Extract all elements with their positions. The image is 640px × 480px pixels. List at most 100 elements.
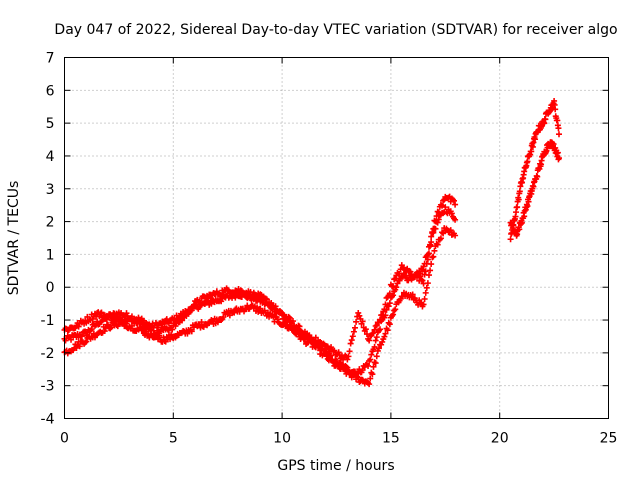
- data-point: [534, 173, 541, 180]
- data-point: [188, 307, 195, 314]
- data-point: [190, 303, 197, 310]
- y-tick-label: -2: [41, 346, 55, 362]
- data-point: [312, 334, 319, 341]
- data-point: [528, 148, 535, 155]
- data-point: [452, 232, 459, 239]
- data-point: [510, 222, 517, 229]
- data-point: [329, 357, 336, 364]
- data-point: [452, 216, 459, 223]
- data-point: [98, 309, 105, 316]
- y-tick-label: 7: [46, 51, 55, 67]
- data-point: [350, 328, 357, 335]
- data-point: [396, 270, 403, 277]
- data-point: [431, 217, 438, 224]
- data-point: [422, 268, 429, 275]
- data-point: [379, 311, 386, 318]
- data-point: [542, 116, 549, 123]
- data-point: [543, 147, 550, 154]
- data-point: [554, 149, 561, 156]
- data-point: [289, 318, 296, 325]
- data-point: [407, 268, 414, 275]
- data-point: [409, 291, 416, 298]
- data-point: [88, 326, 95, 333]
- data-point: [372, 337, 379, 344]
- y-tick-label: -1: [41, 313, 55, 329]
- data-point: [356, 366, 363, 373]
- data-point: [382, 301, 389, 308]
- data-point: [108, 324, 115, 331]
- data-point: [82, 339, 89, 346]
- data-point: [366, 337, 373, 344]
- data-point: [420, 263, 427, 270]
- data-point: [386, 290, 393, 297]
- data-point: [331, 347, 338, 354]
- data-point: [300, 330, 307, 337]
- x-axis-label: GPS time / hours: [277, 458, 394, 474]
- data-point: [373, 353, 380, 360]
- data-point: [197, 299, 204, 306]
- data-point: [363, 331, 370, 338]
- x-tick-label: 10: [273, 431, 291, 447]
- y-tick-label: 0: [46, 280, 55, 296]
- ticks: 0 5 10 15 20 25 -4 -3 -2 -1 0 1 2 3 4 5 6 7: [41, 51, 618, 447]
- data-point: [419, 277, 426, 284]
- data-point: [421, 295, 428, 302]
- data-point: [344, 356, 351, 363]
- data-point: [386, 321, 393, 328]
- x-tick-label: 0: [60, 431, 69, 447]
- data-point: [386, 300, 393, 307]
- data-point: [373, 334, 380, 341]
- data-point: [367, 356, 374, 363]
- data-point: [437, 235, 444, 242]
- data-point: [220, 291, 227, 298]
- y-tick-label: 4: [46, 149, 55, 165]
- data-point: [326, 354, 333, 361]
- data-point: [105, 321, 112, 328]
- x-tick-label: 25: [600, 431, 618, 447]
- data-point: [381, 306, 388, 313]
- data-point: [521, 213, 528, 220]
- data-point: [392, 275, 399, 282]
- data-point: [516, 226, 523, 233]
- data-point: [353, 318, 360, 325]
- data-point: [451, 197, 458, 204]
- data-point: [76, 343, 83, 350]
- data-point: [371, 343, 378, 350]
- y-tick-label: -3: [41, 379, 55, 395]
- data-point: [452, 201, 459, 208]
- data-point: [421, 271, 428, 278]
- data-point: [365, 362, 372, 369]
- data-point: [507, 236, 514, 243]
- data-point: [75, 323, 82, 330]
- data-point: [372, 360, 379, 367]
- data-point: [377, 326, 384, 333]
- data-point: [371, 326, 378, 333]
- data-point: [435, 216, 442, 223]
- data-point: [168, 331, 175, 338]
- data-point: [359, 367, 366, 374]
- data-point: [366, 381, 373, 388]
- data-point: [349, 333, 356, 340]
- x-tick-label: 15: [382, 431, 400, 447]
- data-point: [286, 318, 293, 325]
- data-point: [434, 241, 441, 248]
- data-point: [435, 209, 442, 216]
- data-point: [375, 319, 382, 326]
- data-point: [429, 229, 436, 236]
- data-point: [295, 325, 302, 332]
- data-point: [362, 326, 369, 333]
- data-point: [208, 295, 215, 302]
- data-point: [274, 316, 281, 323]
- y-tick-label: 3: [46, 182, 55, 198]
- data-point: [213, 288, 220, 295]
- data-point: [91, 322, 98, 329]
- data-point: [68, 336, 75, 343]
- data-point: [440, 197, 447, 204]
- data-point: [439, 202, 446, 209]
- data-point: [351, 324, 358, 331]
- data-point: [433, 213, 440, 220]
- data-point: [356, 312, 363, 319]
- data-point: [101, 328, 108, 335]
- data-point: [271, 318, 278, 325]
- data-point: [418, 276, 425, 283]
